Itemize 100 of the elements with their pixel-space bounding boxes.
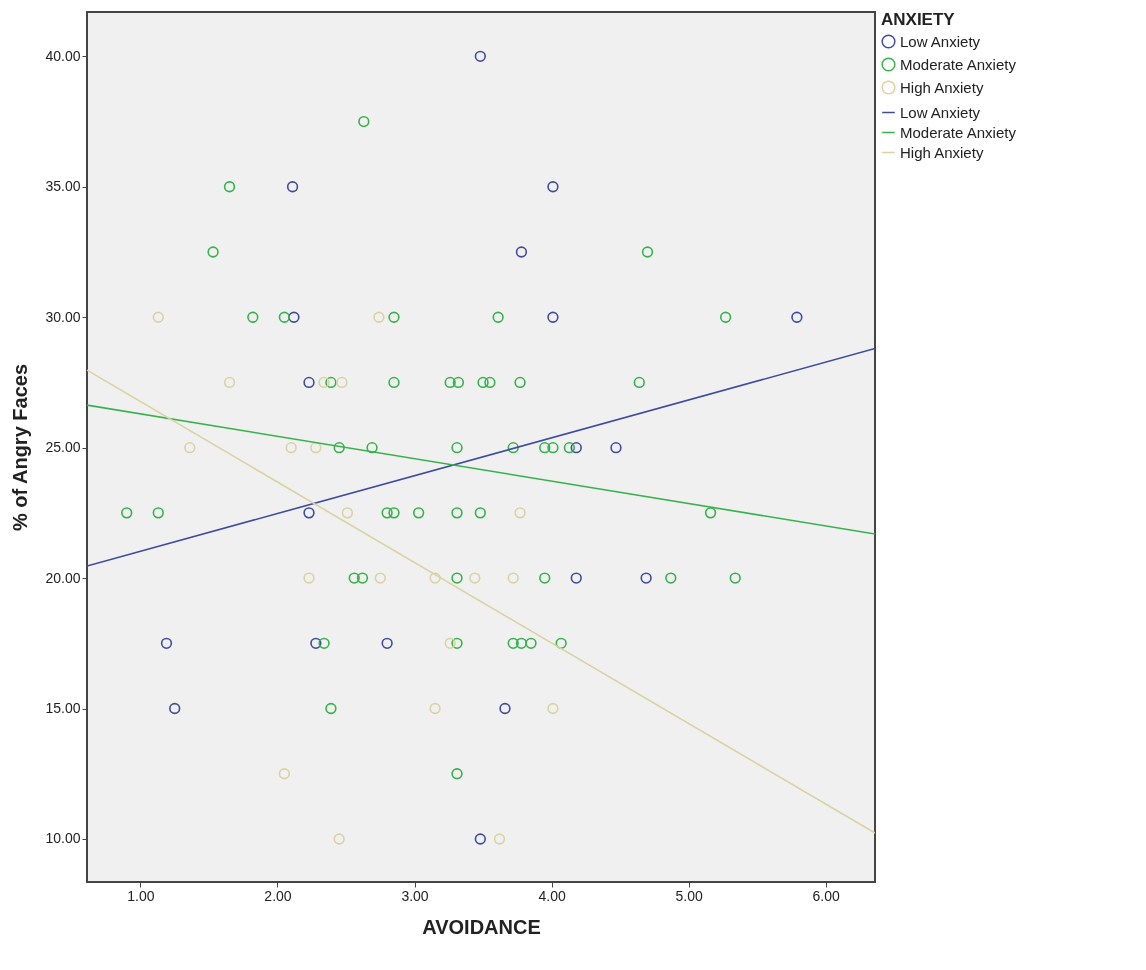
point: [207, 246, 219, 258]
point: [547, 181, 559, 193]
y-tick-label: 20.00: [45, 569, 81, 586]
point: [303, 507, 315, 519]
point: [278, 768, 291, 780]
point: [325, 376, 337, 389]
x-tick-label: 6.00: [812, 887, 840, 904]
point: [373, 311, 385, 323]
point: [547, 311, 559, 323]
point: [333, 833, 345, 845]
y-tick-label: 35.00: [45, 178, 81, 195]
point: [412, 507, 425, 519]
point: [152, 507, 164, 519]
x-tick-label: 4.00: [538, 887, 566, 904]
point: [492, 311, 504, 323]
point: [474, 50, 486, 63]
point: [374, 572, 386, 584]
legend-title: ANXIETY: [881, 10, 956, 29]
point: [451, 637, 463, 649]
point: [325, 702, 337, 715]
x-tick-label: 5.00: [675, 887, 703, 904]
point: [640, 572, 652, 584]
point: [444, 637, 456, 649]
point: [356, 572, 369, 584]
point: [633, 376, 645, 389]
point: [278, 311, 291, 323]
point: [366, 441, 378, 454]
point: [303, 376, 315, 389]
point: [507, 637, 519, 649]
point: [507, 441, 519, 454]
point: [451, 768, 463, 780]
point: [286, 181, 299, 193]
point: [247, 311, 259, 323]
point: [152, 311, 164, 323]
point: [388, 311, 400, 323]
point: [570, 572, 582, 584]
point: [547, 441, 559, 454]
point: [547, 702, 559, 715]
point: [515, 637, 528, 649]
point: [791, 311, 803, 323]
point: [477, 376, 489, 389]
point: [729, 572, 741, 584]
point: [358, 115, 370, 128]
point: [539, 572, 551, 584]
point: [121, 507, 133, 519]
point: [169, 702, 181, 715]
point: [341, 507, 354, 519]
y-tick-label: 10.00: [45, 830, 81, 847]
legend-label: High Anxiety: [900, 143, 984, 161]
point: [223, 181, 236, 193]
legend-label: Moderate Anxiety: [900, 123, 1017, 141]
point: [451, 572, 463, 584]
point: [539, 441, 551, 454]
point: [381, 637, 393, 649]
x-tick-label: 2.00: [264, 887, 292, 904]
point: [469, 572, 481, 584]
point: [610, 441, 622, 454]
point: [555, 637, 567, 649]
point: [285, 441, 297, 454]
y-tick-label: 30.00: [45, 308, 81, 325]
point: [499, 702, 511, 715]
legend-label: Low Anxiety: [900, 103, 981, 121]
point: [429, 572, 441, 584]
point: [310, 637, 322, 649]
legend-label: Moderate Anxiety: [900, 55, 1017, 73]
y-axis-title: % of Angry Faces: [9, 363, 32, 532]
point: [388, 376, 400, 389]
point: [570, 441, 582, 454]
point: [474, 507, 486, 519]
point: [288, 311, 300, 323]
point: [665, 572, 677, 584]
point: [348, 572, 360, 584]
point: [303, 572, 315, 584]
y-tick-label: 40.00: [45, 47, 81, 64]
point: [514, 507, 526, 519]
point: [451, 507, 463, 519]
point: [641, 246, 654, 258]
point: [223, 376, 236, 389]
point: [336, 376, 348, 389]
point: [563, 441, 576, 454]
point: [514, 376, 526, 389]
point: [493, 833, 506, 845]
point: [484, 376, 496, 389]
x-tick-label: 1.00: [127, 887, 155, 904]
point: [704, 507, 717, 519]
point: [388, 507, 400, 519]
point: [719, 311, 732, 323]
y-tick-label: 25.00: [45, 439, 81, 456]
point: [444, 376, 456, 389]
point: [515, 246, 528, 258]
point: [184, 441, 196, 454]
point: [451, 441, 463, 454]
point: [525, 637, 537, 649]
x-tick-label: 3.00: [401, 887, 429, 904]
point: [160, 637, 173, 649]
point: [318, 637, 330, 649]
point: [452, 376, 465, 389]
point: [318, 376, 330, 389]
point: [381, 507, 393, 519]
point: [474, 833, 486, 845]
